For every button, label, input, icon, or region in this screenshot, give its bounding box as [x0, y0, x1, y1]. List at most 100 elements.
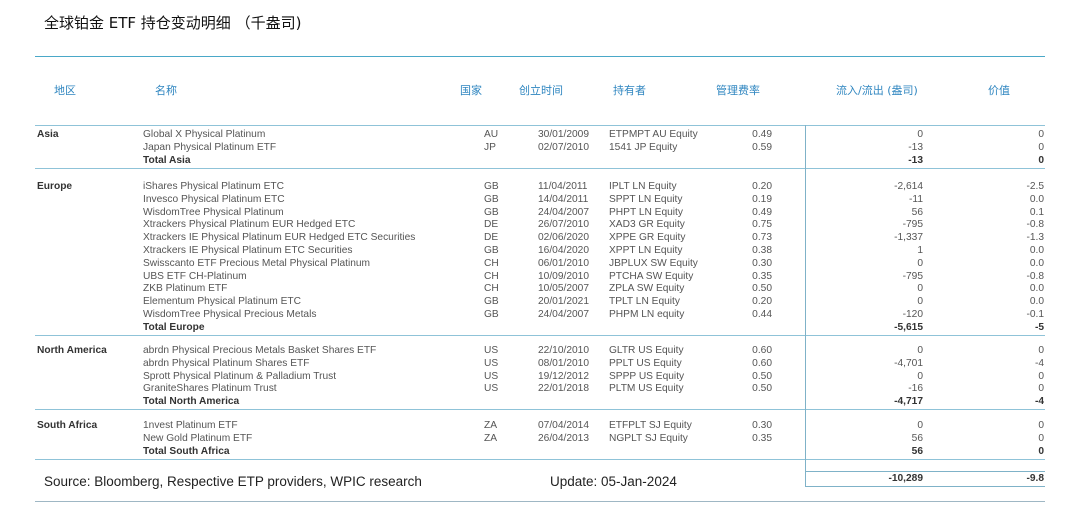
flow-value: 0 — [917, 370, 923, 382]
value-amount: 0.1 — [1029, 206, 1044, 218]
holder-ticker: PTCHA SW Equity — [609, 270, 694, 282]
flow-value: -4,701 — [894, 357, 923, 369]
flow-value: 0 — [917, 129, 923, 140]
country-code: ZA — [484, 432, 498, 444]
value-amount: 0 — [1038, 129, 1044, 140]
fund-name: Global X Physical Platinum — [143, 129, 266, 140]
country-code: ZA — [484, 420, 498, 431]
region-total-label: Total South Africa — [143, 445, 230, 457]
region-separator — [35, 334, 1045, 336]
country-code: AU — [484, 129, 499, 140]
management-fee: 0.38 — [752, 245, 772, 256]
region-total-value: -4 — [1034, 396, 1044, 408]
region-label: South Africa — [37, 420, 98, 431]
inception-date: 20/01/2021 — [538, 296, 589, 308]
fund-name: 1nvest Platinum ETF — [143, 420, 238, 431]
region-total-value: 0 — [1038, 445, 1044, 457]
inception-date: 19/12/2012 — [538, 370, 589, 382]
management-fee: 0.75 — [752, 219, 772, 231]
flow-value: 0 — [917, 296, 923, 308]
value-amount: 0 — [1038, 432, 1044, 444]
region-label: Asia — [37, 129, 59, 140]
management-fee: 0.20 — [752, 296, 772, 308]
management-fee: 0.60 — [752, 357, 772, 369]
fund-name: New Gold Platinum ETF — [143, 432, 253, 444]
management-fee: 0.60 — [752, 345, 772, 356]
fund-name: Invesco Physical Platinum ETC — [143, 193, 285, 205]
value-amount: 0.0 — [1029, 193, 1044, 205]
holder-ticker: IPLT LN Equity — [609, 181, 677, 192]
country-code: DE — [484, 219, 499, 231]
management-fee: 0.35 — [752, 270, 772, 282]
fund-name: abrdn Physical Platinum Shares ETF — [143, 357, 310, 369]
management-fee: 0.50 — [752, 283, 772, 295]
flow-value: -11 — [909, 193, 923, 205]
holder-ticker: PHPM LN equity — [609, 309, 685, 320]
flow-value: 0 — [917, 257, 923, 269]
region-label: Europe — [37, 181, 73, 192]
region-total-label: Total North America — [143, 396, 240, 408]
fund-name: WisdomTree Physical Precious Metals — [143, 309, 317, 320]
fund-name: Swisscanto ETF Precious Metal Physical P… — [143, 257, 371, 269]
fund-name: Xtrackers IE Physical Platinum EUR Hedge… — [143, 232, 416, 244]
management-fee: 0.30 — [752, 257, 772, 269]
inception-date: 07/04/2014 — [538, 420, 589, 431]
inception-date: 24/04/2007 — [538, 309, 589, 320]
grand-total-value: -9.8 — [1026, 473, 1044, 484]
inception-date: 02/07/2010 — [538, 141, 589, 153]
management-fee: 0.49 — [752, 206, 772, 218]
fund-name: WisdomTree Physical Platinum — [143, 206, 284, 218]
value-amount: 0 — [1038, 420, 1044, 431]
fund-name: UBS ETF CH-Platinum — [143, 270, 247, 282]
header-country: 国家 — [460, 84, 482, 97]
value-amount: 0 — [1038, 141, 1044, 153]
value-amount: -2.5 — [1026, 181, 1044, 192]
flow-value: -120 — [902, 309, 923, 320]
region-total-flow: -5,615 — [894, 321, 923, 333]
fund-name: abrdn Physical Precious Metals Basket Sh… — [143, 345, 377, 356]
management-fee: 0.73 — [752, 232, 772, 244]
holder-ticker: GLTR US Equity — [609, 345, 684, 356]
flow-value: 1 — [917, 245, 923, 256]
flow-value: -795 — [902, 219, 923, 231]
header-holder: 持有者 — [613, 84, 646, 97]
flow-value: 56 — [911, 432, 923, 444]
country-code: US — [484, 383, 499, 395]
country-code: US — [484, 357, 499, 369]
management-fee: 0.59 — [752, 141, 772, 153]
holder-ticker: ZPLA SW Equity — [609, 283, 685, 295]
region-separator — [35, 167, 1045, 169]
column-divider — [805, 125, 806, 486]
holder-ticker: SPPP US Equity — [609, 370, 685, 382]
country-code: GB — [484, 245, 499, 256]
region-total-flow: -4,717 — [894, 396, 923, 408]
header-name: 名称 — [155, 84, 177, 97]
inception-date: 14/04/2011 — [538, 193, 589, 205]
table-frame — [35, 56, 1045, 502]
country-code: CH — [484, 257, 499, 269]
holder-ticker: ETPMPT AU Equity — [609, 129, 698, 140]
country-code: GB — [484, 206, 499, 218]
flow-value: 0 — [917, 345, 923, 356]
header-flow: 流入/流出 (盎司) — [836, 84, 918, 97]
management-fee: 0.50 — [752, 383, 772, 395]
inception-date: 22/01/2018 — [538, 383, 589, 395]
holder-ticker: XPPT LN Equity — [609, 245, 683, 256]
inception-date: 24/04/2007 — [538, 206, 589, 218]
region-separator — [35, 409, 1045, 411]
inception-date: 11/04/2011 — [538, 181, 588, 192]
value-amount: 0.0 — [1029, 283, 1044, 295]
inception-date: 30/01/2009 — [538, 129, 589, 140]
fund-name: Elementum Physical Platinum ETC — [143, 296, 301, 308]
value-amount: -4 — [1034, 357, 1044, 369]
update-date: Update: 05-Jan-2024 — [550, 474, 677, 489]
inception-date: 10/05/2007 — [538, 283, 589, 295]
value-amount: -0.8 — [1026, 219, 1044, 231]
management-fee: 0.20 — [752, 181, 772, 192]
management-fee: 0.50 — [752, 370, 772, 382]
region-total-flow: -13 — [908, 154, 923, 166]
value-amount: 0.0 — [1029, 296, 1044, 308]
holder-ticker: PLTM US Equity — [609, 383, 684, 395]
header-separator — [35, 125, 1045, 126]
holder-ticker: PPLT US Equity — [609, 357, 682, 369]
